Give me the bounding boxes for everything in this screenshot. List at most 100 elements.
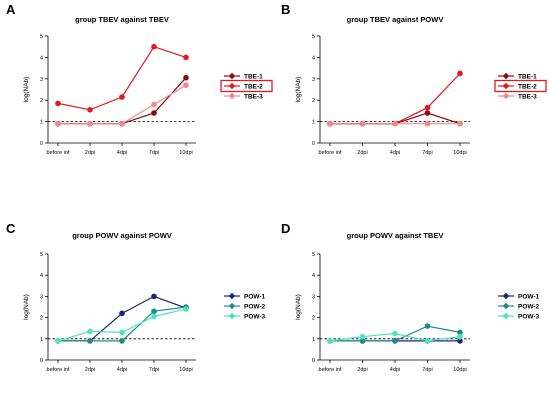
y-tick-label: 3: [312, 294, 315, 300]
legend-marker: [228, 292, 236, 300]
data-point-pow-2: [87, 338, 93, 344]
data-point-pow-3: [359, 333, 366, 340]
series-line-tbe-2: [330, 73, 461, 125]
y-tick-label: 0: [40, 141, 43, 147]
data-point-tbe-2: [151, 43, 157, 50]
data-point-pow-2: [424, 323, 431, 329]
data-point-tbe-3: [424, 120, 431, 127]
data-point-pow-2: [119, 338, 125, 344]
x-tick-label: 2dpi: [85, 150, 95, 156]
data-point-tbe-2: [457, 70, 463, 77]
data-point-tbe-3: [151, 101, 157, 108]
y-tick-label: 4: [312, 55, 315, 61]
legend-marker: [228, 92, 236, 100]
x-tick-label: 7dpi: [422, 150, 432, 156]
y-tick-label: 5: [312, 34, 315, 40]
legend-label: TBE-2: [244, 83, 263, 90]
data-point-pow-3: [392, 330, 398, 337]
data-point-tbe-3: [87, 120, 93, 127]
data-point-tbe-1: [183, 74, 189, 81]
y-axis-label: log(NAb): [295, 294, 302, 320]
y-tick-label: 2: [312, 98, 315, 104]
y-tick-label: 3: [40, 77, 43, 83]
legend-marker: [502, 92, 510, 100]
data-point-pow-1: [119, 310, 125, 317]
data-point-tbe-3: [392, 120, 398, 127]
y-tick-label: 1: [312, 120, 315, 126]
x-tick-label: 2dpi: [85, 367, 95, 373]
data-point-pow-3: [457, 333, 463, 340]
data-point-tbe-1: [151, 110, 157, 116]
legend-marker: [228, 302, 236, 310]
chart-title: group POWV against POWV: [72, 231, 172, 240]
y-tick-label: 3: [40, 294, 43, 300]
y-tick-label: 0: [312, 141, 315, 147]
data-point-tbe-1: [424, 110, 431, 116]
data-point-pow-2: [392, 338, 398, 344]
x-tick-label: 10dpi: [453, 367, 466, 373]
panel-letter: B: [281, 2, 290, 17]
legend-label: TBE-3: [518, 93, 537, 100]
data-point-pow-3: [424, 338, 431, 344]
data-point-tbe-3: [457, 120, 463, 127]
data-point-tbe-2: [119, 94, 125, 100]
data-point-tbe-3: [327, 120, 333, 127]
data-point-tbe-3: [359, 120, 366, 127]
panel-letter: D: [281, 221, 290, 236]
y-axis-label: log(NAb): [295, 77, 302, 103]
data-point-tbe-3: [183, 82, 189, 89]
series-line-tbe-3: [58, 84, 187, 125]
data-point-tbe-2: [424, 104, 431, 111]
y-tick-label: 5: [312, 252, 315, 258]
x-tick-label: 4dpi: [390, 150, 400, 156]
data-point-tbe-2: [87, 107, 93, 113]
legend-marker: [502, 302, 510, 310]
x-tick-label: 7dpi: [422, 367, 432, 373]
y-tick-label: 4: [40, 55, 43, 61]
y-tick-label: 2: [40, 316, 43, 322]
y-tick-label: 1: [40, 337, 43, 343]
x-tick-label: 10dpi: [179, 367, 192, 373]
data-point-pow-2: [457, 329, 463, 336]
legend-marker: [502, 72, 510, 80]
data-point-tbe-2: [55, 100, 61, 107]
legend-label: TBE-1: [518, 73, 537, 80]
x-tick-label: 4dpi: [117, 367, 127, 373]
data-point-pow-1: [151, 293, 157, 300]
data-point-pow-2: [359, 338, 366, 344]
data-point-tbe-3: [119, 120, 125, 127]
data-point-pow-1: [457, 338, 463, 344]
x-tick-label: before inf: [47, 367, 70, 373]
legend-label: TBE-3: [244, 93, 263, 100]
y-tick-label: 4: [312, 273, 315, 279]
data-point-pow-3: [87, 328, 93, 335]
data-point-tbe-2: [183, 54, 189, 61]
data-point-pow-3: [119, 329, 125, 336]
x-tick-label: 10dpi: [453, 150, 466, 156]
legend-highlight-box: [220, 79, 273, 93]
y-tick-label: 5: [40, 252, 43, 258]
chart-title: group TBEV against POWV: [347, 15, 444, 24]
x-tick-label: before inf: [47, 150, 70, 156]
legend-label: TBE-1: [244, 73, 263, 80]
x-tick-label: 2dpi: [357, 367, 367, 373]
panel-letter: C: [6, 221, 16, 236]
y-axis-label: log(NAb): [23, 294, 30, 320]
data-point-pow-3: [55, 338, 61, 344]
legend-label: POW-1: [518, 293, 540, 300]
x-tick-label: 2dpi: [357, 150, 367, 156]
legend-marker: [228, 72, 236, 80]
legend-label: POW-1: [244, 293, 266, 300]
panel-letter: A: [6, 2, 16, 17]
data-point-tbe-3: [55, 120, 61, 127]
x-tick-label: 7dpi: [149, 150, 159, 156]
data-point-pow-3: [183, 306, 189, 312]
x-tick-label: 10dpi: [179, 150, 192, 156]
legend-label: POW-2: [244, 303, 266, 310]
data-point-pow-3: [327, 338, 333, 344]
y-tick-label: 3: [312, 77, 315, 83]
data-point-pow-3: [151, 313, 157, 320]
